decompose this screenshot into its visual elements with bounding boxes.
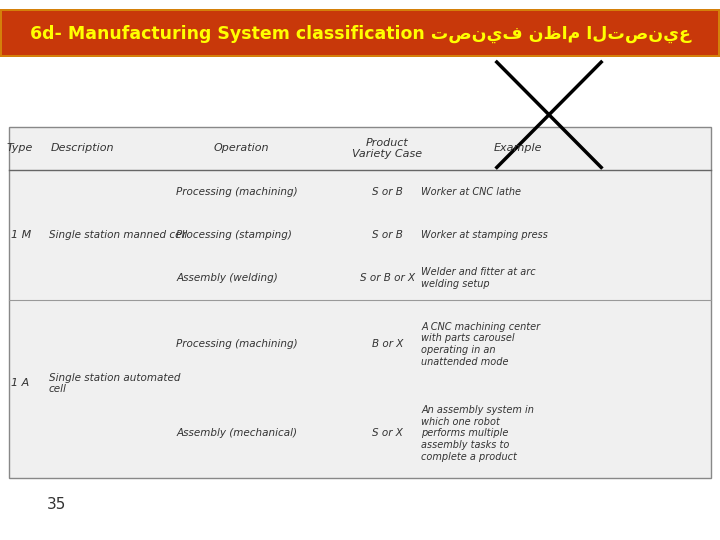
Text: 1 A: 1 A xyxy=(11,379,29,388)
Text: Worker at CNC lathe: Worker at CNC lathe xyxy=(421,187,521,197)
Text: A CNC machining center
with parts carousel
operating in an
unattended mode: A CNC machining center with parts carous… xyxy=(421,322,540,367)
Bar xyxy=(9,127,711,478)
Bar xyxy=(2,11,718,55)
Text: Product
Variety Case: Product Variety Case xyxy=(352,138,423,159)
Text: Operation: Operation xyxy=(213,144,269,153)
Text: An assembly system in
which one robot
performs multiple
assembly tasks to
comple: An assembly system in which one robot pe… xyxy=(421,405,534,462)
Bar xyxy=(0,9,720,57)
Text: 6d- Manufacturing System classification تصنيف نظام التصنيع: 6d- Manufacturing System classification … xyxy=(30,24,690,43)
Text: S or X: S or X xyxy=(372,428,402,438)
Text: S or B: S or B xyxy=(372,187,402,197)
Text: S or B or X: S or B or X xyxy=(360,273,415,283)
Text: Worker at stamping press: Worker at stamping press xyxy=(421,230,548,240)
Text: S or B: S or B xyxy=(372,230,402,240)
Text: Single station manned cell: Single station manned cell xyxy=(49,230,187,240)
Text: Single station automated
cell: Single station automated cell xyxy=(49,373,181,394)
Text: Processing (stamping): Processing (stamping) xyxy=(176,230,292,240)
Text: Welder and fitter at arc
welding setup: Welder and fitter at arc welding setup xyxy=(421,267,536,289)
Text: 35: 35 xyxy=(47,497,66,512)
Text: Example: Example xyxy=(494,144,543,153)
Text: Description: Description xyxy=(51,144,114,153)
Text: Assembly (mechanical): Assembly (mechanical) xyxy=(176,428,297,438)
Text: 1 M: 1 M xyxy=(11,230,31,240)
Text: Processing (machining): Processing (machining) xyxy=(176,187,298,197)
Text: B or X: B or X xyxy=(372,339,403,349)
Text: Assembly (welding): Assembly (welding) xyxy=(176,273,278,283)
Text: Processing (machining): Processing (machining) xyxy=(176,339,298,349)
Text: Type: Type xyxy=(7,144,33,153)
